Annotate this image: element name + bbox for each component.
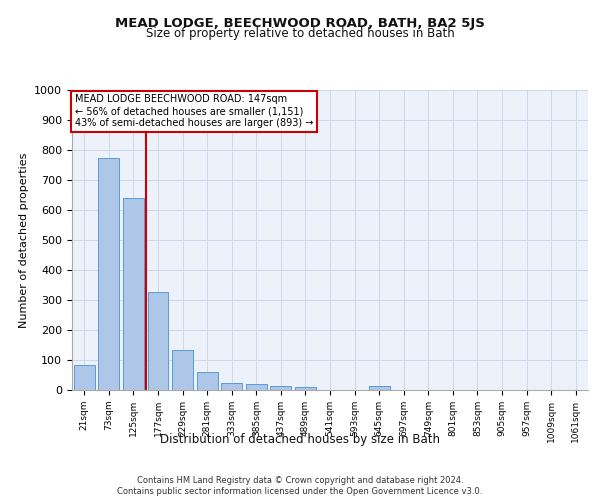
Text: Distribution of detached houses by size in Bath: Distribution of detached houses by size … — [160, 432, 440, 446]
Text: MEAD LODGE BEECHWOOD ROAD: 147sqm
← 56% of detached houses are smaller (1,151)
4: MEAD LODGE BEECHWOOD ROAD: 147sqm ← 56% … — [74, 94, 313, 128]
Bar — [98, 158, 119, 390]
Y-axis label: Number of detached properties: Number of detached properties — [19, 152, 29, 328]
Bar — [197, 372, 218, 390]
Text: Contains HM Land Registry data © Crown copyright and database right 2024.: Contains HM Land Registry data © Crown c… — [137, 476, 463, 485]
Bar — [123, 198, 144, 390]
Bar — [74, 366, 95, 390]
Bar — [295, 387, 316, 390]
Bar — [246, 384, 267, 390]
Text: Size of property relative to detached houses in Bath: Size of property relative to detached ho… — [146, 28, 454, 40]
Bar — [172, 350, 193, 390]
Text: MEAD LODGE, BEECHWOOD ROAD, BATH, BA2 5JS: MEAD LODGE, BEECHWOOD ROAD, BATH, BA2 5J… — [115, 18, 485, 30]
Text: Contains public sector information licensed under the Open Government Licence v3: Contains public sector information licen… — [118, 488, 482, 496]
Bar — [368, 386, 389, 390]
Bar — [148, 292, 169, 390]
Bar — [271, 386, 292, 390]
Bar — [221, 382, 242, 390]
